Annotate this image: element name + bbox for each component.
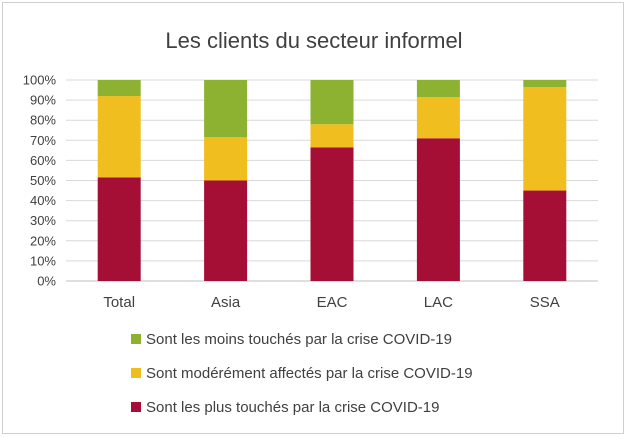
y-tick-label: 100% — [23, 73, 57, 88]
chart-title: Les clients du secteur informel — [165, 28, 462, 53]
y-tick-label: 10% — [30, 253, 56, 268]
x-category-label: Total — [103, 294, 135, 311]
bar-segment — [97, 96, 141, 178]
y-tick-label: 30% — [30, 213, 56, 228]
bar-segment — [204, 137, 248, 181]
x-axis: Total Asia EAC LAC SSA — [103, 294, 559, 311]
bar-segment — [523, 190, 567, 281]
bar-segment — [310, 80, 354, 125]
bar-segment — [204, 180, 248, 281]
bar-segment — [523, 80, 567, 88]
bar-segment — [97, 80, 141, 97]
bar-segment — [97, 177, 141, 281]
y-tick-label: 90% — [30, 93, 56, 108]
bar-segment — [416, 97, 460, 139]
legend-label: Sont modérément affectés par la crise CO… — [146, 365, 473, 382]
y-tick-label: 80% — [30, 113, 56, 128]
y-tick-label: 60% — [30, 153, 56, 168]
bar-segment — [204, 80, 248, 138]
legend-swatch — [131, 334, 141, 344]
x-category-label: SSA — [530, 294, 560, 311]
y-tick-label: 70% — [30, 133, 56, 148]
x-category-label: Asia — [211, 294, 241, 311]
y-tick-label: 20% — [30, 233, 56, 248]
bar-segment — [416, 80, 460, 98]
legend-swatch — [131, 368, 141, 378]
bar-segment — [416, 138, 460, 281]
y-tick-label: 50% — [30, 173, 56, 188]
y-tick-label: 40% — [30, 193, 56, 208]
legend-label: Sont les moins touchés par la crise COVI… — [146, 331, 452, 348]
x-category-label: EAC — [317, 294, 348, 311]
bar-segment — [310, 147, 354, 281]
y-tick-label: 0% — [37, 274, 56, 289]
bar-segment — [523, 87, 567, 191]
legend-swatch — [131, 402, 141, 412]
legend: Sont les moins touchés par la crise COVI… — [131, 331, 473, 416]
legend-label: Sont les plus touchés par la crise COVID… — [146, 399, 439, 416]
bars — [97, 80, 567, 281]
x-category-label: LAC — [424, 294, 453, 311]
bar-segment — [310, 124, 354, 148]
y-axis: 0% 10% 20% 30% 40% 50% 60% 70% 80% 90% 100% — [23, 73, 57, 289]
